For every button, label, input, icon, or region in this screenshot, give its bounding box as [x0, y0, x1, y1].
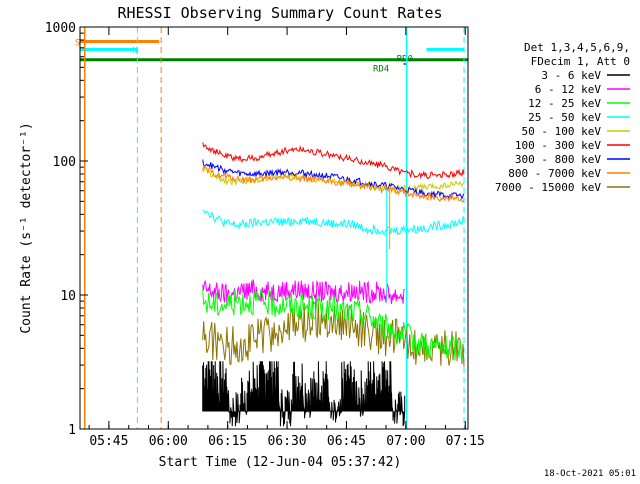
- legend-entry-label: 100 - 300 keV: [515, 139, 601, 152]
- flag-label: RD4: [373, 65, 389, 75]
- plot-frame: [79, 26, 469, 430]
- flag-label: N: [132, 46, 137, 56]
- axes-layer: 05:45 06:00 06:15 06:30 06:45 07:00 07:15 1 10 10…: [45, 21, 485, 449]
- series-line: [202, 142, 465, 180]
- series-line: [202, 279, 405, 304]
- legend-entry-label: 7000 - 15000 keV: [495, 181, 601, 194]
- y-tick-label: 1: [68, 423, 76, 438]
- x-axis-label: Start Time (12-Jun-04 05:37:42): [159, 455, 402, 470]
- y-tick-label: 1000: [45, 21, 76, 36]
- x-tick-label: 06:45: [327, 434, 366, 449]
- y-axis-label: Count Rate (s⁻¹ detector⁻¹): [19, 122, 34, 333]
- x-tick-label: 06:00: [149, 434, 188, 449]
- series-line: [202, 209, 465, 236]
- legend-entry-label: 300 - 800 keV: [515, 153, 601, 166]
- x-tick-label: 06:30: [267, 434, 306, 449]
- legend-entry-label: 3 - 6 keV: [541, 69, 601, 82]
- series-layer: [202, 142, 465, 427]
- flag-label: RD0: [397, 55, 413, 65]
- x-tick-label: 07:00: [386, 434, 425, 449]
- legend-entry-label: 6 - 12 keV: [535, 83, 602, 96]
- series-line: [202, 361, 406, 427]
- series-line: [202, 167, 465, 194]
- legend-entry-label: 12 - 25 keV: [528, 97, 601, 110]
- rd4-marker: [403, 62, 406, 65]
- legend-header: Det 1,3,4,5,6,9,: [524, 41, 630, 54]
- series-line: [202, 288, 465, 361]
- series-line: [202, 159, 465, 200]
- footer-timestamp: 18-Oct-2021 05:01: [544, 469, 636, 479]
- x-tick-label: 07:15: [446, 434, 485, 449]
- legend-entry-label: 50 - 100 keV: [522, 125, 602, 138]
- flag-layer: S N RD4 RD0: [75, 38, 468, 75]
- legend: Det 1,3,4,5,6,9,FDecim 1, Att 03 - 6 keV…: [495, 41, 630, 194]
- y-tick-label: 10: [60, 289, 76, 304]
- flag-label: S: [75, 38, 80, 48]
- x-tick-label: 06:15: [208, 434, 247, 449]
- legend-header: FDecim 1, Att 0: [531, 55, 630, 68]
- series-line: [202, 164, 465, 203]
- legend-entry-label: 800 - 7000 keV: [508, 167, 601, 180]
- legend-entry-label: 25 - 50 keV: [528, 111, 601, 124]
- y-tick-label: 100: [53, 155, 76, 170]
- x-tick-label: 05:45: [89, 434, 128, 449]
- chart-title: RHESSI Observing Summary Count Rates: [117, 4, 442, 22]
